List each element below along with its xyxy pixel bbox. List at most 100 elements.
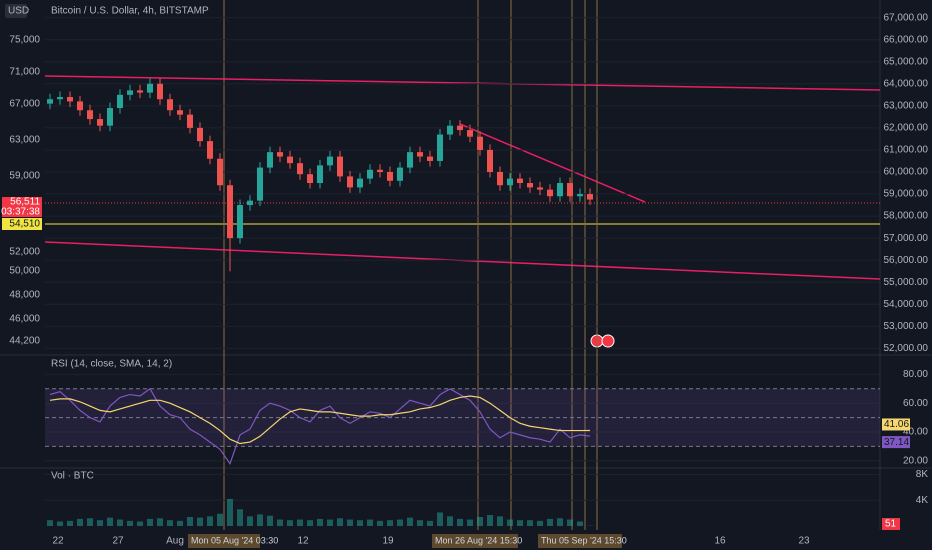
x-tick-label: 16	[714, 536, 726, 547]
candle-body	[387, 171, 393, 181]
crosshair-box	[538, 534, 622, 548]
crosshair-box	[432, 534, 518, 548]
candle-body	[407, 152, 413, 168]
rsi-line	[49, 387, 591, 465]
value-tag-label: 41.06	[884, 419, 909, 430]
pane-title: Vol · BTC	[51, 471, 94, 482]
currency[interactable]: USD	[8, 6, 29, 17]
volume-bar	[447, 516, 453, 526]
x-tick-label: 19	[382, 536, 394, 547]
candle-body	[327, 156, 333, 166]
candle-body	[417, 152, 423, 157]
volume-bar	[297, 519, 303, 526]
volume-bar	[497, 516, 503, 526]
candle-body	[487, 149, 493, 172]
value-tag-label: 37.14	[884, 437, 909, 448]
volume-bar	[57, 521, 63, 526]
volume-bar	[277, 519, 283, 526]
level-tag-box	[2, 218, 42, 230]
volume-bar	[557, 518, 563, 526]
candle-body	[117, 94, 123, 109]
crosshair-label: Mon 05 Aug '24 03:30	[191, 535, 278, 545]
volume-bar	[577, 521, 583, 526]
candle-body	[437, 134, 443, 161]
value-tag	[882, 436, 910, 449]
crosshair-label: Mon 26 Aug '24 15:30	[435, 535, 522, 545]
currency-box[interactable]	[5, 4, 27, 18]
candle-body	[347, 176, 353, 188]
y-tick-label: 61,000.00	[884, 145, 929, 156]
candle-body	[557, 183, 563, 197]
volume-bar	[227, 498, 233, 526]
volume-bar	[207, 516, 213, 526]
y-tick-label: 8K	[916, 469, 929, 480]
left-axis-label: 67,000	[9, 99, 40, 110]
y-tick-label: 59,000.00	[884, 189, 929, 200]
candle-body	[87, 110, 93, 120]
symbol-title: Bitcoin / U.S. Dollar, 4h, BITSTAMP	[51, 6, 209, 17]
candle-body	[447, 125, 453, 135]
volume-bar	[487, 515, 493, 526]
price-tag-box	[2, 197, 42, 217]
candle-body	[197, 127, 203, 142]
volume-bar	[287, 520, 293, 526]
candle-body	[547, 189, 553, 197]
price-tag: 56,511	[10, 197, 40, 208]
candle-body	[427, 156, 433, 161]
candle-body	[507, 178, 513, 186]
volume-bar	[127, 520, 133, 526]
volume-bar	[537, 520, 543, 526]
left-axis-label: 50,000	[9, 266, 40, 277]
volume-bar	[237, 509, 243, 526]
volume-bar	[367, 519, 373, 526]
volume-bar	[517, 520, 523, 526]
volume-bar	[67, 520, 73, 526]
candle-body	[257, 167, 263, 201]
volume-bar	[137, 521, 143, 526]
y-tick-label: 58,000.00	[884, 211, 929, 222]
volume-bar	[377, 520, 383, 526]
volume-bar	[337, 518, 343, 526]
volume-bar	[147, 518, 153, 526]
x-tick-label: 23	[798, 536, 810, 547]
candle-body	[317, 165, 323, 184]
volume-bar	[547, 518, 553, 526]
candle-body	[397, 167, 403, 181]
volume-bar	[477, 516, 483, 526]
volume-bar	[437, 512, 443, 526]
volume-bar	[457, 518, 463, 526]
event-icon[interactable]	[601, 334, 615, 348]
volume-bar	[317, 518, 323, 526]
y-tick-label: 56,000.00	[884, 255, 929, 266]
volume-bar	[97, 520, 103, 526]
candle-body	[497, 171, 503, 186]
candle-body	[107, 108, 113, 126]
y-tick-label: 64,000.00	[884, 78, 929, 89]
y-tick-label: 40.00	[903, 427, 928, 438]
level-tag: 54,510	[9, 219, 40, 230]
left-axis-label: 63,000	[9, 135, 40, 146]
candle-body	[137, 90, 143, 93]
x-tick-label: 22	[52, 536, 64, 547]
trend-line[interactable]	[44, 75, 881, 91]
value-tag	[882, 418, 910, 431]
y-tick-label: 66,000.00	[884, 34, 929, 45]
candle-body	[227, 185, 233, 239]
volume-bar	[177, 520, 183, 526]
y-tick-label: 60.00	[903, 398, 928, 409]
y-tick-label: 57,000.00	[884, 233, 929, 244]
x-tick-label: 27	[112, 536, 124, 547]
candle-body	[307, 174, 313, 184]
volume-bar	[197, 517, 203, 526]
volume-bar	[467, 519, 473, 526]
candle-body	[187, 114, 193, 128]
value-tag	[882, 518, 900, 530]
trend-line[interactable]	[459, 123, 646, 203]
volume-bar	[527, 520, 533, 526]
candle-body	[357, 178, 363, 188]
left-axis-label: 46,000	[9, 314, 40, 325]
pane-title: RSI (14, close, SMA, 14, 2)	[51, 359, 172, 370]
left-axis-label: 59,000	[9, 171, 40, 182]
crosshair-box	[188, 534, 260, 548]
